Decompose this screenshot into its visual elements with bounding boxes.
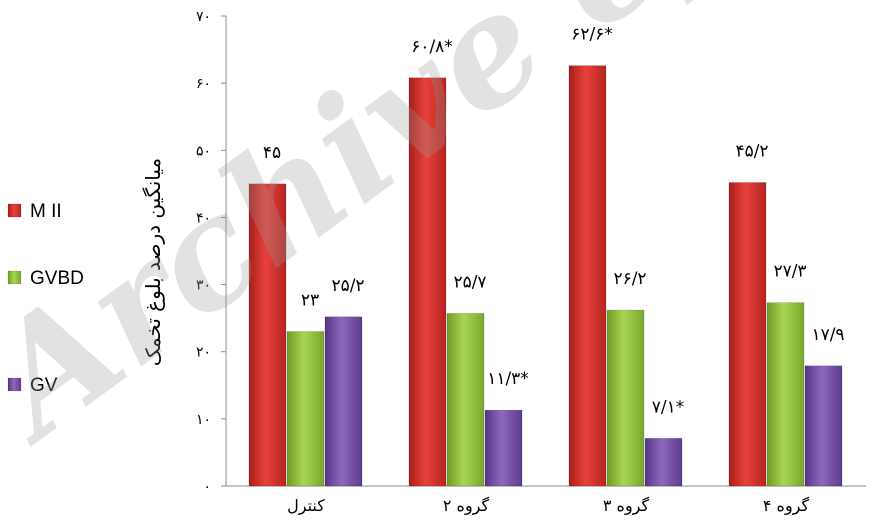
data-label: ۲۶/۲: [613, 269, 646, 289]
x-axis-categories: کنترل گروه ۲ گروه ۳ گروه ۴: [287, 496, 809, 516]
legend-label: GV: [30, 375, 58, 396]
y-axis-ticks: ۰ ۱۰ ۲۰ ۳۰ ۴۰ ۵۰ ۶۰ ۷۰: [196, 9, 226, 495]
bar: [606, 309, 645, 487]
bar: [286, 331, 325, 487]
data-label: ۶۰/۸*: [411, 37, 453, 57]
y-tick-label: ۵۰: [196, 143, 211, 159]
x-category-label: کنترل: [287, 496, 325, 516]
legend-swatch: [7, 270, 22, 285]
legend-label: GVBD: [30, 268, 84, 289]
bar: [804, 365, 843, 487]
bar: [728, 182, 767, 487]
legend: M II GVBD GV: [7, 201, 84, 396]
bar: [446, 313, 485, 487]
bar: [568, 65, 607, 487]
legend-swatch: [7, 377, 22, 392]
y-tick-label: ۴۰: [196, 210, 211, 226]
data-label: ۲۳: [301, 291, 319, 311]
y-tick-label: ۱۰: [196, 412, 211, 428]
data-label: ۲۷/۳: [773, 262, 806, 282]
x-category-label: گروه ۴: [763, 496, 810, 516]
bar: [324, 316, 363, 487]
data-label: ۱۱/۳*: [487, 369, 529, 389]
y-tick-label: ۰: [203, 479, 211, 495]
data-label: ۲۵/۲: [331, 276, 364, 296]
bar: [248, 183, 287, 487]
bar: [644, 438, 683, 487]
data-label: ۴۵/۲: [735, 142, 768, 162]
bars: [248, 65, 843, 487]
legend-swatch: [7, 203, 22, 218]
y-tick-label: ۶۰: [196, 76, 211, 92]
x-category-label: گروه ۲: [443, 496, 490, 516]
data-label: ۲۵/۷: [453, 272, 486, 292]
data-label: ۱۷/۹: [811, 325, 844, 345]
y-axis-title: میانگین درصد بلوغ تخمک: [141, 158, 165, 366]
data-labels: ۴۵ ۶۰/۸* ۶۲/۶* ۴۵/۲ ۲۳ ۲۵/۷ ۲۶/۲ ۲۷/۳ ۲۵/۲ ۱۱/۳* ۷…: [263, 25, 845, 418]
data-label: ۷/۱*: [652, 397, 685, 417]
data-label: ۴۵: [263, 143, 281, 163]
y-tick-label: ۳۰: [196, 278, 211, 294]
y-tick-label: ۲۰: [196, 345, 211, 361]
y-tick-label: ۷۰: [196, 9, 211, 25]
x-category-label: گروه ۳: [603, 496, 650, 516]
bar: [484, 409, 523, 487]
bar: [766, 302, 805, 487]
legend-label: M II: [30, 201, 62, 222]
bar: [408, 77, 447, 487]
data-label: ۶۲/۶*: [571, 25, 613, 45]
